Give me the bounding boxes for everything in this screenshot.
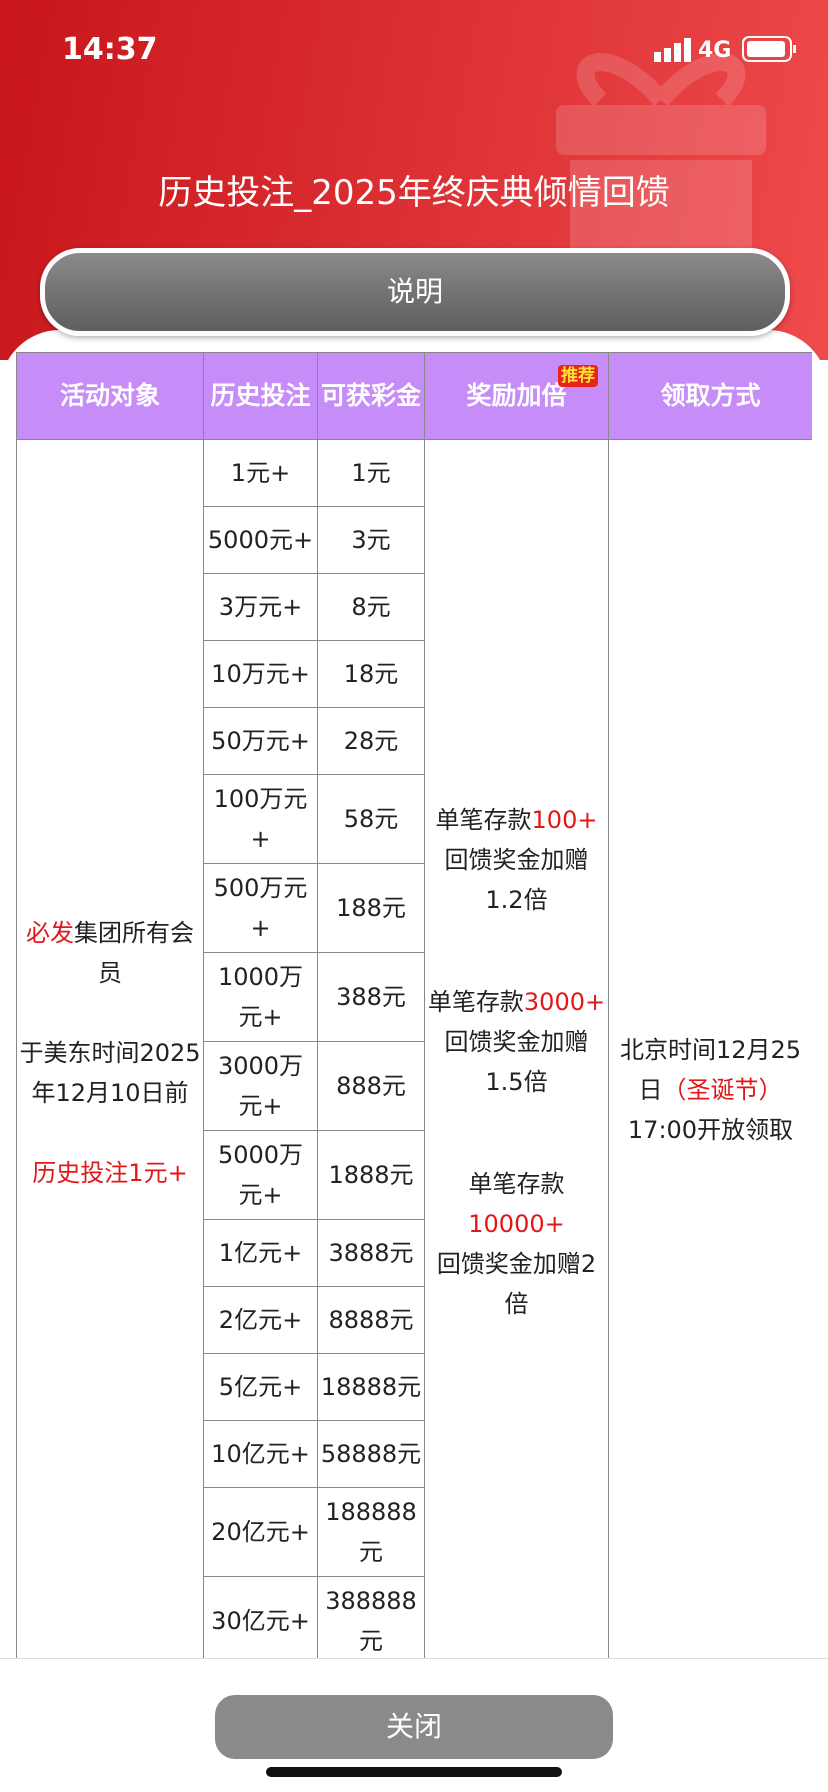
table-row: 20亿元+ 188888元	[17, 1487, 813, 1577]
bet-amount: 1元+	[203, 439, 318, 507]
clock: 14:37	[62, 32, 158, 67]
target-time: 于美东时间2025年12月10日前	[19, 1038, 201, 1107]
bet-amount: 10亿元+	[203, 1420, 318, 1488]
column-header: 奖励加倍 推荐	[424, 352, 609, 440]
column-header: 活动对象	[16, 352, 204, 440]
claim-highlight: （圣诞节）	[662, 1076, 783, 1104]
column-header: 领取方式	[608, 352, 812, 440]
signal-icon	[654, 38, 691, 62]
bonus-amount: 58888元	[317, 1420, 425, 1488]
table-row: 2亿元+ 8888元	[17, 1286, 813, 1354]
tier-text: 回馈奖金加赠2倍	[436, 1250, 597, 1318]
tier: 单笔存款100+ 回馈奖金加赠1.2倍	[427, 800, 606, 920]
target-text: 集团所有会员	[74, 918, 194, 987]
header-text: 领取方式	[660, 381, 761, 410]
network: 4G	[698, 38, 732, 63]
tier-prefix: 单笔存款	[427, 988, 524, 1016]
table-row: 5000元+ 3元	[17, 506, 813, 574]
footer: 关闭	[0, 1658, 828, 1792]
bonus-amount: 388元	[317, 952, 425, 1042]
bet-amount: 30亿元+	[203, 1576, 318, 1658]
gift-icon	[556, 53, 766, 250]
home-indicator	[266, 1767, 562, 1777]
tier-text: 回馈奖金加赠1.5倍	[444, 1028, 589, 1096]
tier-prefix: 单笔存款	[435, 806, 532, 834]
table-container: 活动对象 历史投注 可获彩金 奖励加倍 推荐 领取方式 必发集团所有会员 于美东时间2025…	[16, 352, 812, 1658]
bet-amount: 100万元+	[203, 774, 318, 864]
bet-amount: 20亿元+	[203, 1487, 318, 1577]
close-button[interactable]: 关闭	[215, 1695, 613, 1759]
bet-amount: 2亿元+	[203, 1286, 318, 1354]
bet-amount: 1000万元+	[203, 952, 318, 1042]
bet-amount: 3万元+	[203, 573, 318, 641]
claim-cell: 北京时间12月25日（圣诞节） 17:00开放领取	[608, 439, 812, 1658]
table-row: 30亿元+ 388888元	[17, 1576, 813, 1658]
tier: 单笔存款3000+ 回馈奖金加赠1.5倍	[427, 982, 606, 1102]
header-text: 历史投注	[210, 381, 311, 410]
table-row: 3万元+ 8元	[17, 573, 813, 641]
tier: 单笔存款 10000+ 回馈奖金加赠2倍	[427, 1164, 606, 1324]
table-body: 必发集团所有会员 于美东时间2025年12月10日前 历史投注1元+ 1元+ 1元 单笔存…	[16, 439, 813, 1658]
bonus-amount: 188888元	[317, 1487, 425, 1577]
claim-time: 17:00开放领取	[627, 1116, 794, 1144]
target-highlight: 必发	[26, 918, 74, 947]
tier-amount: 100+	[531, 806, 598, 834]
recommend-badge: 推荐	[558, 365, 598, 387]
bonus-amount: 8元	[317, 573, 425, 641]
table-row: 100万元+ 58元	[17, 774, 813, 864]
bet-amount: 1亿元+	[203, 1219, 318, 1287]
bonus-amount: 18888元	[317, 1353, 425, 1421]
table-row: 5000万元+ 1888元	[17, 1130, 813, 1220]
header-text: 活动对象	[59, 381, 160, 410]
info-button[interactable]: 说明	[40, 248, 790, 336]
column-header: 历史投注	[203, 352, 318, 440]
table-row: 50万元+ 28元	[17, 707, 813, 775]
claim-text: 北京时间12月25日	[619, 1036, 802, 1104]
tier-prefix: 单笔存款	[468, 1170, 565, 1198]
bonus-amount: 888元	[317, 1041, 425, 1131]
tier-text: 回馈奖金加赠1.2倍	[444, 846, 589, 914]
bonus-amount: 1元	[317, 439, 425, 507]
tier-amount: 10000+	[468, 1210, 565, 1238]
reward-table: 活动对象 历史投注 可获彩金 奖励加倍 推荐 领取方式 必发集团所有会员 于美东时间2025…	[16, 352, 812, 1658]
bonus-amount: 388888元	[317, 1576, 425, 1658]
bonus-amount: 188元	[317, 863, 425, 953]
table-row: 10亿元+ 58888元	[17, 1420, 813, 1488]
target-cell: 必发集团所有会员于美东时间2025年12月10日前历史投注1元+	[16, 439, 204, 1658]
bet-amount: 50万元+	[203, 707, 318, 775]
battery-icon	[742, 36, 796, 62]
bet-amount: 500万元+	[203, 863, 318, 953]
bet-amount: 5亿元+	[203, 1353, 318, 1421]
bonus-amount: 3888元	[317, 1219, 425, 1287]
header-text: 奖励加倍	[466, 381, 567, 410]
bonus-amount: 58元	[317, 774, 425, 864]
header-text: 可获彩金	[320, 381, 421, 410]
page-title: 历史投注_2025年终庆典倾情回馈	[158, 173, 670, 213]
table-row: 10万元+ 18元	[17, 640, 813, 708]
bonus-amount: 1888元	[317, 1130, 425, 1220]
table-row: 必发集团所有会员 于美东时间2025年12月10日前 历史投注1元+ 1元+ 1元 单笔存…	[16, 439, 812, 1658]
bet-amount: 10万元+	[203, 640, 318, 708]
bonus-amount: 8888元	[317, 1286, 425, 1354]
bonus-amount: 3元	[317, 506, 425, 574]
header-row: 活动对象 历史投注 可获彩金 奖励加倍 推荐 领取方式	[16, 352, 812, 440]
table-row: 500万元+ 188元	[17, 863, 813, 953]
bet-amount: 3000万元+	[203, 1041, 318, 1131]
table-row: 1000万元+ 388元	[17, 952, 813, 1042]
bonus-amount: 18元	[317, 640, 425, 708]
target-condition: 历史投注1元+	[32, 1158, 188, 1187]
column-header: 可获彩金	[317, 352, 425, 440]
tiers-cell: 单笔存款100+ 回馈奖金加赠1.2倍 单笔存款3000+ 回馈奖金加赠1.5倍 单笔存…	[424, 439, 609, 1658]
table-row: 5亿元+ 18888元	[17, 1353, 813, 1421]
tier-amount: 3000+	[523, 988, 606, 1016]
bonus-amount: 28元	[317, 707, 425, 775]
bet-amount: 5000元+	[203, 506, 318, 574]
bet-amount: 5000万元+	[203, 1130, 318, 1220]
